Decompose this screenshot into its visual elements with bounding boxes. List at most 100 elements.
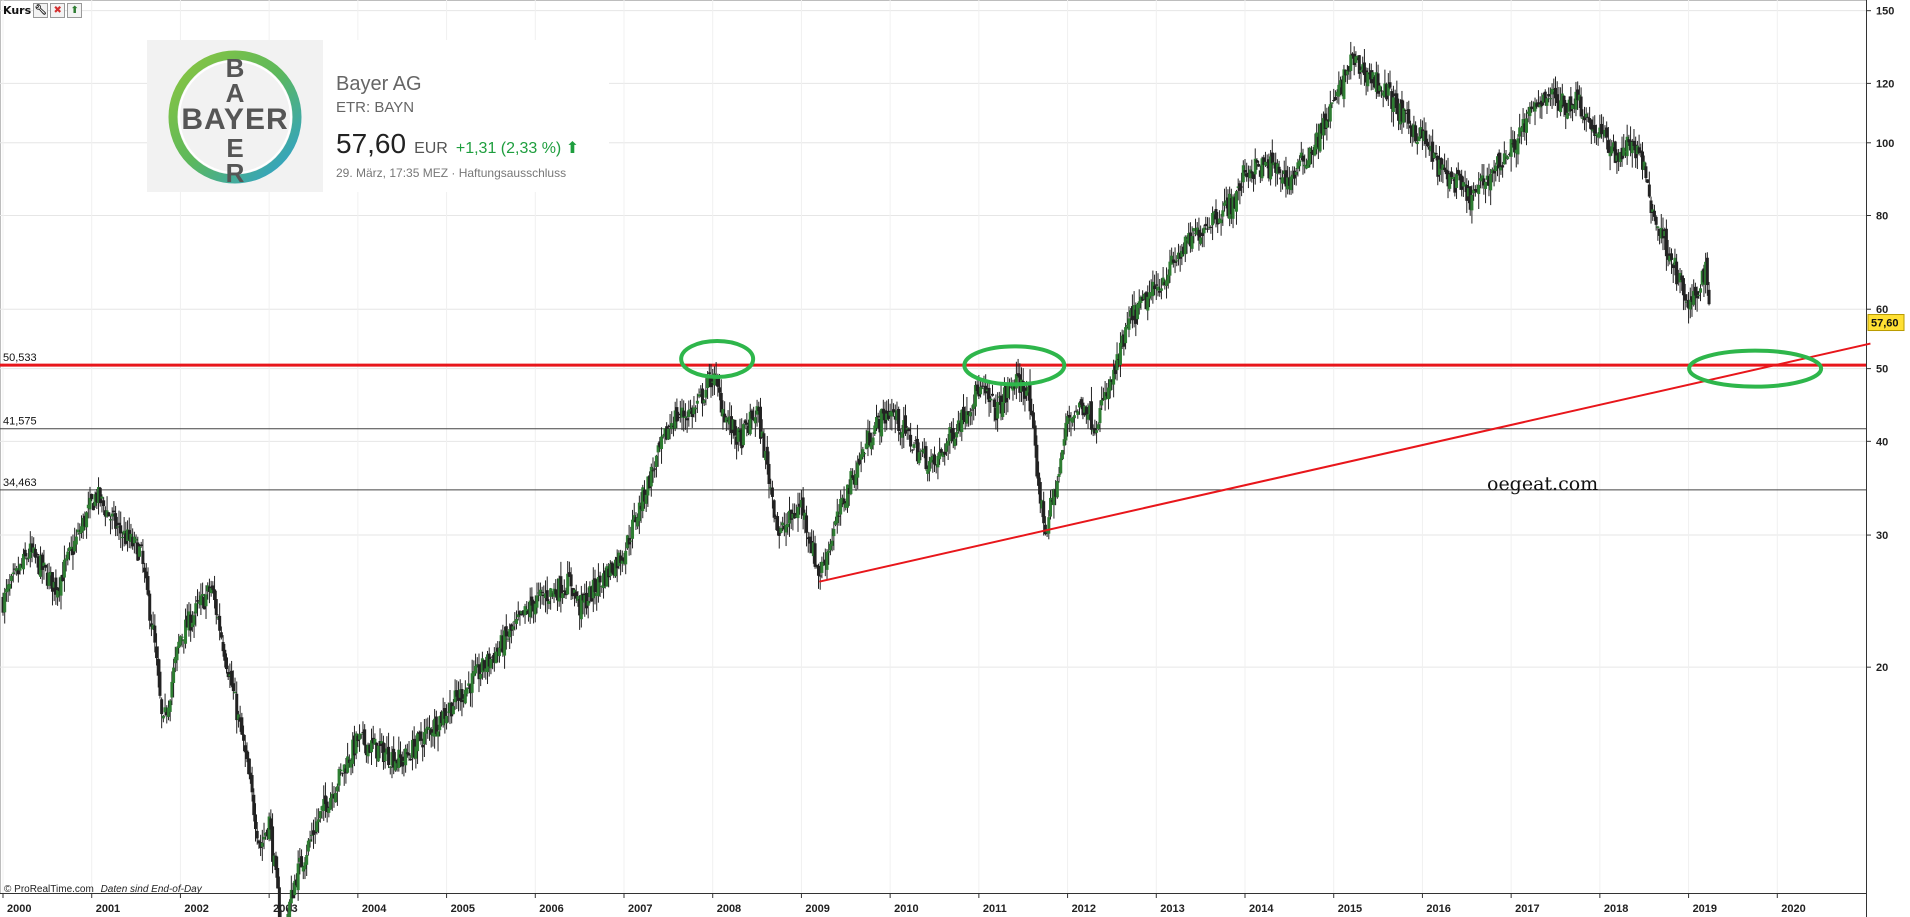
up-icon[interactable]: ⬆ (67, 3, 83, 18)
candle-body (951, 428, 955, 442)
candle-body (1374, 72, 1378, 92)
candle-body (480, 658, 484, 673)
candle-body (492, 652, 496, 663)
candle-body (545, 590, 549, 602)
candle-body (414, 746, 418, 759)
candle-body (47, 572, 51, 586)
candle-body (1272, 162, 1276, 166)
candle-body (1707, 289, 1711, 305)
candle-body (1680, 275, 1684, 281)
candle-body (1255, 159, 1259, 163)
candle-body (209, 588, 213, 594)
candle-body (216, 617, 220, 619)
x-tick-label: 2008 (717, 903, 741, 915)
stock-info-card: BAYER B A E R Bayer AG ETR: BAYN 57,60 E… (147, 40, 609, 192)
candle-body (881, 408, 885, 414)
candle-body (1156, 286, 1160, 291)
candle-body (950, 429, 954, 433)
candle-body (49, 571, 53, 576)
candle-body (1548, 98, 1552, 100)
candle-body (1074, 410, 1078, 412)
candle-body (757, 407, 761, 412)
candle-body (1378, 85, 1382, 91)
candle-body (1168, 261, 1172, 276)
candle-body (1274, 162, 1278, 173)
candle-body (446, 711, 450, 713)
candle-body (1596, 133, 1600, 138)
candle-body (1618, 152, 1622, 163)
candle-body (155, 646, 159, 659)
candle-body (1569, 96, 1573, 112)
candle-body (66, 551, 70, 560)
candle-body (678, 413, 682, 416)
candle-body (528, 600, 532, 618)
candle-body (1562, 95, 1566, 107)
candle-body (985, 389, 989, 392)
candle-body (566, 573, 570, 595)
candle-body (687, 409, 691, 418)
candle-body (1049, 497, 1053, 517)
candle-body (197, 601, 201, 604)
candle-body (479, 673, 483, 679)
candle-body (501, 635, 505, 653)
candle-body (1014, 374, 1018, 389)
candle-body (921, 450, 925, 452)
candle-body (1678, 273, 1682, 283)
candle-body (1130, 306, 1134, 321)
candle-body (868, 432, 872, 445)
candle-body (1059, 458, 1063, 474)
candle-body (965, 411, 969, 424)
candle-body (192, 615, 196, 625)
candle-body (1275, 163, 1279, 174)
candle-body (1054, 489, 1058, 497)
candle-body (52, 582, 56, 588)
candle-body (1407, 109, 1411, 124)
x-tick-label: 2020 (1781, 903, 1805, 915)
candle-body (1681, 278, 1685, 296)
candle-body (569, 574, 573, 587)
candle-body (25, 558, 29, 560)
candle-body (1634, 144, 1638, 159)
candle-body (1086, 414, 1090, 420)
candle-body (134, 538, 138, 541)
candle-body (1349, 54, 1353, 71)
candle-body (615, 557, 619, 569)
candle-body (956, 420, 960, 432)
candle-body (1368, 73, 1372, 75)
candle-body (352, 735, 356, 756)
candle-body (535, 595, 539, 608)
candle-body (1229, 198, 1233, 215)
candle-body (1482, 178, 1486, 186)
candle-body (1258, 170, 1262, 177)
candle-body (856, 462, 860, 478)
candle-body (885, 413, 889, 420)
candle-body (903, 415, 907, 434)
candle-body (1033, 425, 1037, 446)
candle-body (1117, 358, 1121, 361)
candle-body (503, 630, 507, 656)
candle-body (1241, 165, 1245, 183)
candle-body (1246, 172, 1250, 174)
candle-body (73, 540, 77, 552)
candle-body (1383, 83, 1387, 98)
candle-body (86, 504, 90, 509)
remove-icon[interactable]: ✖ (50, 3, 66, 18)
candle-body (1030, 410, 1034, 416)
svg-text:R: R (226, 158, 245, 188)
candle-body (1581, 117, 1585, 119)
candle-body (745, 422, 749, 425)
candle-body (1332, 99, 1336, 101)
wrench-icon[interactable]: 🔧︎ (33, 3, 49, 18)
candle-body (102, 500, 106, 507)
candle-body (1385, 84, 1389, 100)
candle-body (1067, 414, 1071, 418)
candle-body (421, 744, 425, 748)
candle-body (1565, 112, 1569, 119)
candle-body (30, 543, 34, 552)
candle-body (195, 600, 199, 602)
candle-body (654, 455, 658, 467)
x-tick-label: 2013 (1160, 903, 1184, 915)
candle-body (1506, 156, 1510, 159)
candle-body (747, 425, 751, 433)
candle-body (1388, 82, 1392, 88)
